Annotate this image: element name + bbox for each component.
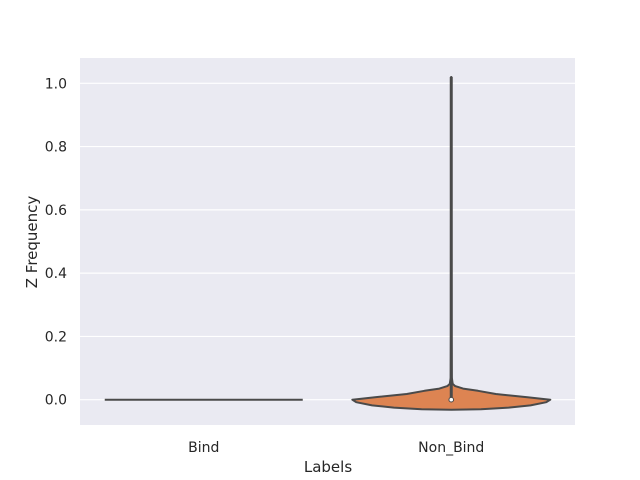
y-axis-title: Z Frequency	[23, 196, 41, 289]
x-tick-label: Bind	[188, 440, 219, 456]
y-tick-label: 0.0	[45, 393, 67, 409]
y-tick-label: 1.0	[45, 76, 67, 92]
y-tick-label: 0.4	[45, 266, 67, 282]
y-tick-labels: 0.0 0.2 0.4 0.6 0.8 1.0	[45, 76, 67, 408]
y-tick-label: 0.2	[45, 329, 67, 345]
median-marker	[448, 396, 455, 403]
y-tick-label: 0.6	[45, 203, 67, 219]
x-tick-label: Non_Bind	[418, 440, 484, 456]
y-tick-label: 0.8	[45, 140, 67, 156]
x-tick-labels: Bind Non_Bind	[188, 440, 484, 456]
x-axis-title: Labels	[304, 458, 352, 476]
plot-background	[80, 58, 575, 425]
violins	[104, 76, 552, 411]
